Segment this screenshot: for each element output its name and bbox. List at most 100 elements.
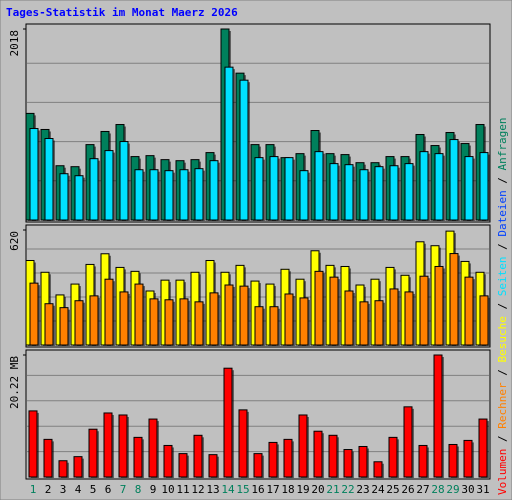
y-tick-label: 20.22 MB [8, 356, 21, 409]
bar [359, 301, 369, 346]
y-tick-label: 620 [8, 231, 21, 251]
bar [253, 453, 263, 478]
bar [479, 295, 489, 346]
bar [299, 297, 309, 346]
x-tick-label: 14 [221, 483, 235, 496]
bar [254, 157, 264, 221]
bar [104, 278, 114, 346]
bar [389, 165, 399, 221]
bar [194, 168, 204, 221]
bar [29, 128, 39, 221]
x-tick-label: 23 [356, 483, 369, 496]
bar [419, 151, 429, 221]
x-tick-label: 26 [401, 483, 414, 496]
x-tick-label: 29 [446, 483, 459, 496]
bar [329, 163, 339, 221]
bar [148, 418, 158, 478]
bar [359, 169, 369, 221]
bar [374, 300, 384, 346]
y-tick-label: 2018 [8, 30, 21, 57]
x-tick-label: 11 [176, 483, 189, 496]
x-tick-label: 18 [281, 483, 294, 496]
bar [404, 291, 414, 346]
bar [224, 66, 234, 221]
bar [118, 414, 128, 478]
bar [59, 173, 69, 221]
bar [449, 253, 459, 346]
bar [373, 461, 383, 478]
bar [58, 460, 68, 478]
bar [179, 169, 189, 221]
bar [193, 434, 203, 478]
x-tick-label: 5 [90, 483, 97, 496]
bar [269, 306, 279, 346]
bar [43, 438, 53, 478]
bar [284, 157, 294, 221]
bar [433, 354, 443, 478]
bar [74, 300, 84, 346]
legend-entry: Seiten [496, 257, 509, 297]
x-tick-label: 15 [236, 483, 249, 496]
x-tick-label: 24 [371, 483, 385, 496]
x-tick-label: 6 [105, 483, 112, 496]
x-tick-label: 21 [326, 483, 339, 496]
bar [343, 449, 353, 478]
bar [104, 150, 114, 221]
x-tick-label: 12 [191, 483, 204, 496]
bar [74, 175, 84, 221]
bar [328, 434, 338, 478]
x-tick-label: 10 [161, 483, 174, 496]
bar [464, 276, 474, 346]
bar [73, 456, 83, 478]
bar [418, 444, 428, 478]
bar [59, 307, 69, 346]
legend-entry: Besuche [496, 316, 509, 362]
x-tick-label: 3 [60, 483, 67, 496]
bar [358, 445, 368, 478]
bar [239, 285, 249, 346]
bar [149, 298, 159, 346]
bar [403, 406, 413, 478]
bar [44, 303, 54, 346]
bar [179, 298, 189, 346]
x-tick-label: 4 [75, 483, 82, 496]
x-tick-label: 17 [266, 483, 279, 496]
bar [313, 430, 323, 478]
bar [314, 270, 324, 346]
legend-separator: / [496, 170, 509, 190]
bar [479, 152, 489, 221]
bar [29, 282, 39, 346]
bar [224, 284, 234, 346]
bar [44, 138, 54, 221]
bar [163, 444, 173, 478]
x-tick-label: 2 [45, 483, 52, 496]
bar [344, 290, 354, 346]
bar [298, 414, 308, 478]
bar [448, 443, 458, 478]
bar [119, 291, 129, 346]
bar [463, 439, 473, 478]
x-tick-label: 19 [296, 483, 309, 496]
bar [389, 288, 399, 346]
bar [299, 170, 309, 221]
x-tick-label: 31 [476, 483, 489, 496]
legend-separator: / [496, 237, 509, 257]
bar [449, 139, 459, 221]
bar [209, 160, 219, 221]
bar [134, 169, 144, 221]
bar [134, 283, 144, 346]
bar [238, 409, 248, 478]
bar [28, 410, 38, 478]
bar [89, 158, 99, 221]
bar [269, 156, 279, 221]
bar [404, 163, 414, 221]
bar [164, 170, 174, 221]
x-tick-label: 22 [341, 483, 354, 496]
x-tick-label: 1 [30, 483, 37, 496]
bar [88, 428, 98, 478]
bar [208, 454, 218, 478]
x-tick-label: 7 [120, 483, 127, 496]
x-tick-label: 8 [135, 483, 142, 496]
